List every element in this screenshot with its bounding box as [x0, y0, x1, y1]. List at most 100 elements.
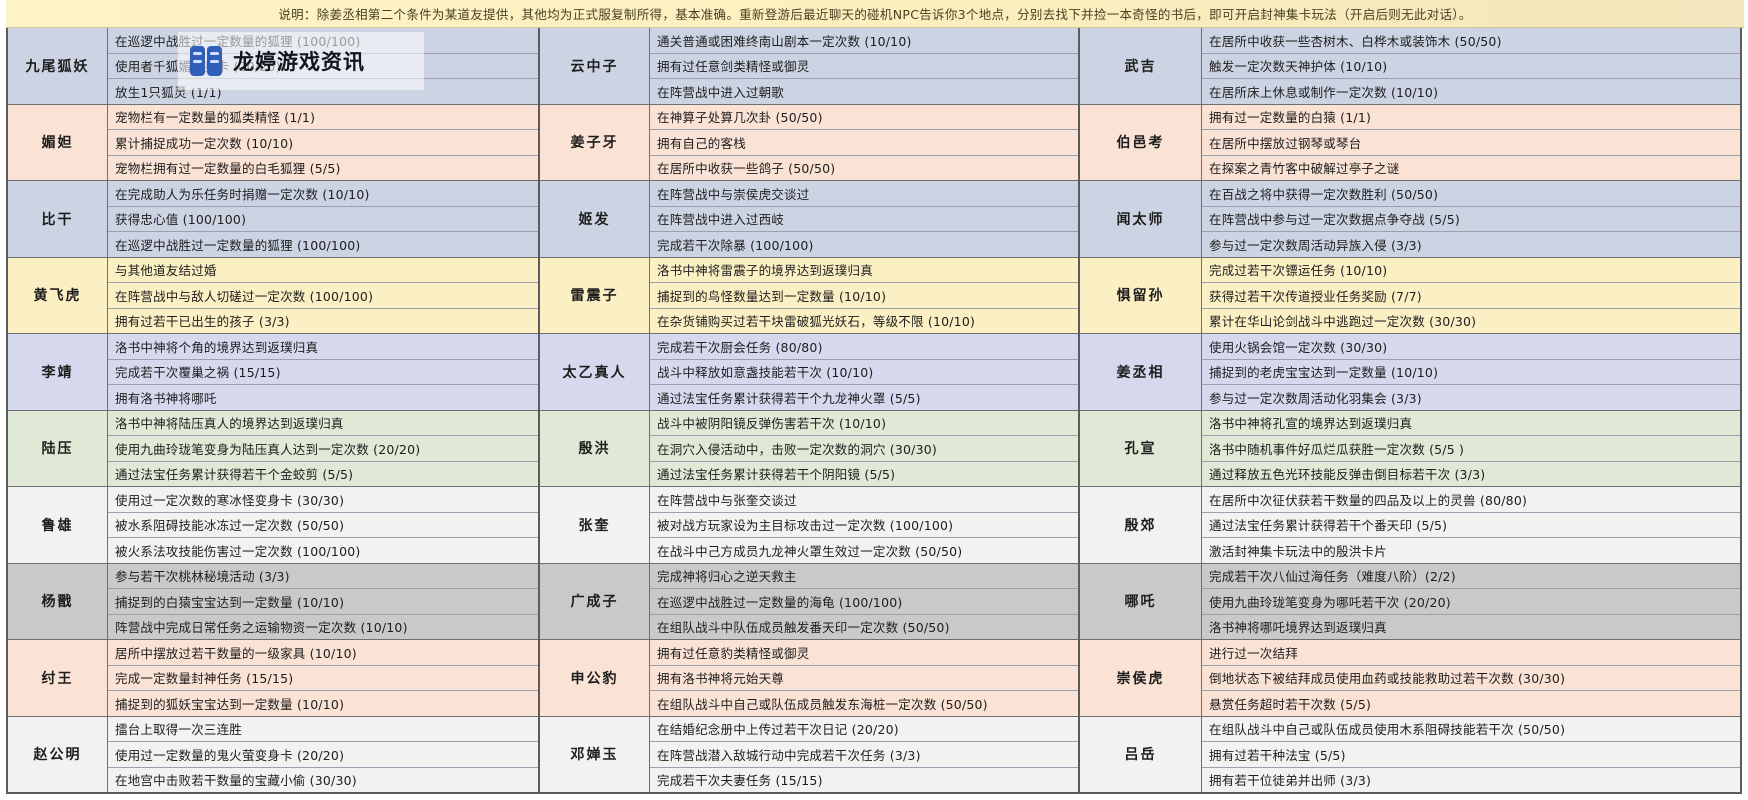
character-name: 九尾狐妖 — [8, 28, 108, 104]
condition-item: 被火系法攻技能伤害过一定次数 (100/100) — [115, 543, 361, 559]
condition-list: 战斗中被阴阳镜反弹伤害若干次 (10/10) 在洞穴入侵活动中，击败一定次数的洞穴… — [650, 411, 1078, 487]
table-row: 广成子 完成神将归心之逆天救主 在巡逻中战胜过一定数量的海龟 (100/100) 在组… — [540, 563, 1078, 640]
condition-item: 在居所中收获一些鸽子 (50/50) — [657, 161, 836, 177]
condition-item: 完成神将归心之逆天救主 — [650, 564, 1078, 589]
condition-item: 与其他道友结过婚 — [108, 258, 538, 283]
notice-text: 说明：除姜丞相第二个条件为某道友提供，其他均为正式服复制所得，基本准确。重新登游… — [278, 7, 1472, 22]
condition-list: 在组队战斗中自己或队伍成员使用木系阻碍技能若干次 (50/50) 拥有过若干种法宝… — [1202, 717, 1740, 793]
condition-item: 在居所床上休息或制作一定次数 (10/10) — [1209, 84, 1439, 100]
condition-item: 累计捕捉成功一定次数 (10/10) — [108, 130, 538, 156]
table-row: 太乙真人 完成若干次厨会任务 (80/80) 战斗中释放如意盏技能若干次 (10/1… — [540, 334, 1078, 411]
character-name: 姜子牙 — [540, 104, 650, 180]
character-name: 吕岳 — [1080, 716, 1202, 792]
character-name: 姬发 — [540, 181, 650, 257]
condition-list: 完成过若干次镖运任务 (10/10) 获得过若干次传道授业任务奖励 (7/7) 累计… — [1202, 258, 1740, 334]
character-name: 比干 — [8, 181, 108, 257]
character-name: 陆压 — [8, 410, 108, 486]
condition-item: 在神算子处算几次卦 (50/50) — [650, 105, 1078, 130]
condition-item: 在百战之将中获得一定次数胜利 (50/50) — [1202, 181, 1740, 207]
condition-item: 完成若干次除暴 (100/100) — [657, 237, 814, 253]
condition-item: 阵营战中完成日常任务之运输物资一定次数 (10/10) — [115, 620, 408, 636]
condition-item: 拥有若干位徒弟并出师 (3/3) — [1209, 773, 1372, 789]
condition-item: 宠物栏拥有过一定数量的白毛狐狸 (5/5) — [115, 161, 341, 177]
condition-item: 获得忠心值 (100/100) — [108, 207, 538, 232]
table-row: 殷洪 战斗中被阴阳镜反弹伤害若干次 (10/10) 在洞穴入侵活动中，击败一定次数的… — [540, 410, 1078, 487]
table-row: 九尾狐妖 在巡逻中战胜过一定数量的狐狸 (100/100) 使用者千狐媚变身卡 (2… — [8, 28, 538, 105]
character-name: 云中子 — [540, 28, 650, 104]
condition-item: 洛书中神将陆压真人的境界达到返璞归真 — [108, 411, 538, 436]
condition-item: 拥有过任意剑类精怪或御灵 — [650, 54, 1078, 79]
condition-item: 在巡逻中战胜过一定数量的狐狸 (100/100) — [115, 237, 361, 253]
condition-item: 在组队战斗中自己或队伍成员使用木系阻碍技能若干次 (50/50) — [1202, 717, 1740, 742]
table-row: 闻太师 在百战之将中获得一定次数胜利 (50/50) 在阵营战中参与过一定次数据点争… — [1080, 181, 1740, 258]
condition-item: 在巡逻中战胜过一定数量的海龟 (100/100) — [650, 589, 1078, 615]
condition-list: 在神算子处算几次卦 (50/50) 拥有自己的客栈 在居所中收获一些鸽子 (50/5… — [650, 105, 1078, 181]
condition-item: 触发一定次数天神护体 (10/10) — [1202, 54, 1740, 79]
condition-item: 在阵营战潜入敌城行动中完成若干次任务 (3/3) — [650, 742, 1078, 768]
condition-item: 参与过一定次数周活动异族入侵 (3/3) — [1209, 237, 1422, 253]
table-column-1: 九尾狐妖 在巡逻中战胜过一定数量的狐狸 (100/100) 使用者千狐媚变身卡 (2… — [8, 28, 538, 792]
condition-item: 在居所中收获一些杏树木、白桦木或装饰木 (50/50) — [1202, 28, 1740, 54]
condition-list: 居所中摆放过若干数量的一级家具 (10/10) 完成一定数量封神任务 (15/15… — [108, 640, 538, 716]
condition-item: 在地宫中击败若干数量的宝藏小偷 (30/30) — [115, 773, 357, 789]
condition-item: 捕捉到的鸟怪数量达到一定数量 (10/10) — [650, 283, 1078, 309]
condition-item: 在杂货铺购买过若干块雷破狐光妖石，等级不限 (10/10) — [657, 314, 976, 330]
condition-item: 被水系阻碍技能冰冻过一定次数 (50/50) — [108, 513, 538, 538]
table-row: 李靖 洛书中神将个角的境界达到返璞归真 完成若干次覆巢之祸 (15/15) 拥有洛书神… — [8, 334, 538, 411]
condition-list: 在阵营战中与崇侯虎交谈过 在阵营战中进入过西岐 完成若干次除暴 (100/100) — [650, 181, 1078, 257]
condition-item: 悬赏任务超时若干次数 (5/5) — [1209, 696, 1372, 712]
condition-item: 在居所中次征伏获若干数量的四品及以上的灵兽 (80/80) — [1202, 487, 1740, 513]
character-name: 邓婵玉 — [540, 716, 650, 792]
table-row: 比干 在完成助人为乐任务时捐赠一定次数 (10/10) 获得忠心值 (100/100… — [8, 181, 538, 258]
condition-item: 居所中摆放过若干数量的一级家具 (10/10) — [108, 640, 538, 666]
condition-item: 完成一定数量封神任务 (15/15) — [108, 666, 538, 691]
condition-item: 拥有洛书神将元始天尊 — [650, 666, 1078, 691]
condition-item: 在组队战斗中自己或队伍成员触发东海桩一定次数 (50/50) — [657, 696, 988, 712]
table-row: 杨戬 参与若干次桃林秘境活动 (3/3) 捕捉到的白猿宝宝达到一定数量 (10/10… — [8, 563, 538, 640]
condition-list: 进行过一次结拜 倒地状态下被结拜成员使用血药或技能救助过若干次数 (30/30) 悬… — [1202, 640, 1740, 716]
table-row: 伯邑考 拥有过一定数量的白猿 (1/1) 在居所中摆放过钢琴或琴台 在探案之青竹客中破… — [1080, 104, 1740, 181]
character-name: 鲁雄 — [8, 487, 108, 563]
condition-item: 洛书中随机事件好瓜烂瓜获胜一定次数 (5/5 ) — [1202, 436, 1740, 462]
character-name: 孔宣 — [1080, 410, 1202, 486]
condition-list: 擂台上取得一次三连胜 使用过一定数量的鬼火萤变身卡 (20/20) 在地宫中击败若干… — [108, 717, 538, 793]
table-row: 云中子 通关普通或困难终南山剧本一定次数 (10/10) 拥有过任意剑类精怪或御灵在… — [540, 28, 1078, 105]
character-name: 黄飞虎 — [8, 257, 108, 333]
character-name: 闻太师 — [1080, 181, 1202, 257]
table-column-3: 武吉 在居所中收获一些杏树木、白桦木或装饰木 (50/50) 触发一定次数天神护体 … — [1078, 28, 1740, 792]
table-row: 鲁雄 使用过一定次数的寒冰怪变身卡 (30/30) 被水系阻碍技能冰冻过一定次数 (… — [8, 487, 538, 564]
condition-list: 使用火锅会馆一定次数 (30/30) 捕捉到的老虎宝宝达到一定数量 (10/10)… — [1202, 334, 1740, 410]
condition-item: 擂台上取得一次三连胜 — [108, 717, 538, 742]
condition-item: 参与过一定次数周活动化羽集会 (3/3) — [1209, 390, 1422, 406]
table-row: 姬发 在阵营战中与崇侯虎交谈过 在阵营战中进入过西岐 完成若干次除暴 (100/100… — [540, 181, 1078, 258]
condition-item: 完成若干次厨会任务 (80/80) — [650, 334, 1078, 360]
condition-list: 洛书中神将孔宣的境界达到返璞归真 洛书中随机事件好瓜烂瓜获胜一定次数 (5/5 )… — [1202, 411, 1740, 487]
condition-list: 在居所中收获一些杏树木、白桦木或装饰木 (50/50) 触发一定次数天神护体 (1… — [1202, 28, 1740, 104]
condition-item: 被对战方玩家设为主目标攻击过一定次数 (100/100) — [650, 513, 1078, 538]
condition-item: 通过释放五色光环技能反弹击倒目标若干次 (3/3) — [1209, 467, 1486, 483]
condition-list: 洛书中神将陆压真人的境界达到返璞归真 使用九曲玲珑笔变身为陆压真人达到一定次数 (… — [108, 411, 538, 487]
condition-list: 在完成助人为乐任务时捐赠一定次数 (10/10) 获得忠心值 (100/100) 在… — [108, 181, 538, 257]
character-name: 广成子 — [540, 563, 650, 639]
condition-item: 洛书中神将雷震子的境界达到返璞归真 — [650, 258, 1078, 283]
character-name: 纣王 — [8, 640, 108, 716]
condition-item: 在组队战斗中队伍成员触发番天印一定次数 (50/50) — [657, 620, 950, 636]
character-name: 雷震子 — [540, 257, 650, 333]
condition-item: 在探案之青竹客中破解过亭子之谜 — [1209, 161, 1400, 177]
condition-item: 在阵营战中参与过一定次数据点争夺战 (5/5) — [1202, 207, 1740, 232]
character-name: 武吉 — [1080, 28, 1202, 104]
table-row: 崇侯虎 进行过一次结拜 倒地状态下被结拜成员使用血药或技能救助过若干次数 (30/3… — [1080, 640, 1740, 717]
table-row: 吕岳 在组队战斗中自己或队伍成员使用木系阻碍技能若干次 (50/50) 拥有过若干种… — [1080, 716, 1740, 793]
condition-list: 通关普通或困难终南山剧本一定次数 (10/10) 拥有过任意剑类精怪或御灵 在阵营战… — [650, 28, 1078, 104]
condition-item: 完成若干次覆巢之祸 (15/15) — [108, 360, 538, 385]
table-row: 张奎 在阵营战中与张奎交谈过 被对战方玩家设为主目标攻击过一定次数 (100/100… — [540, 487, 1078, 564]
condition-item: 通过法宝任务累计获得若干个金蛟剪 (5/5) — [115, 467, 354, 483]
character-name: 崇侯虎 — [1080, 640, 1202, 716]
character-name: 惧留孙 — [1080, 257, 1202, 333]
condition-list: 在结婚纪念册中上传过若干次日记 (20/20) 在阵营战潜入敌城行动中完成若干次任… — [650, 717, 1078, 793]
condition-item: 拥有洛书神将哪吒 — [115, 390, 217, 406]
condition-item: 捕捉到的白猿宝宝达到一定数量 (10/10) — [108, 589, 538, 615]
condition-item: 在洞穴入侵活动中，击败一定次数的洞穴 (30/30) — [650, 436, 1078, 462]
condition-item: 通关普通或困难终南山剧本一定次数 (10/10) — [650, 28, 1078, 54]
